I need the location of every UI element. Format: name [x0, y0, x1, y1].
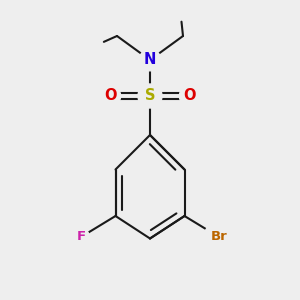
Circle shape [139, 49, 161, 71]
Circle shape [138, 84, 162, 108]
Text: S: S [145, 88, 155, 104]
Text: N: N [144, 52, 156, 68]
Text: O: O [183, 88, 196, 104]
Circle shape [73, 229, 89, 245]
Text: Br: Br [211, 230, 227, 244]
Text: F: F [76, 230, 85, 244]
Circle shape [204, 222, 234, 252]
Text: O: O [104, 88, 117, 104]
Circle shape [179, 86, 200, 106]
Circle shape [100, 86, 121, 106]
